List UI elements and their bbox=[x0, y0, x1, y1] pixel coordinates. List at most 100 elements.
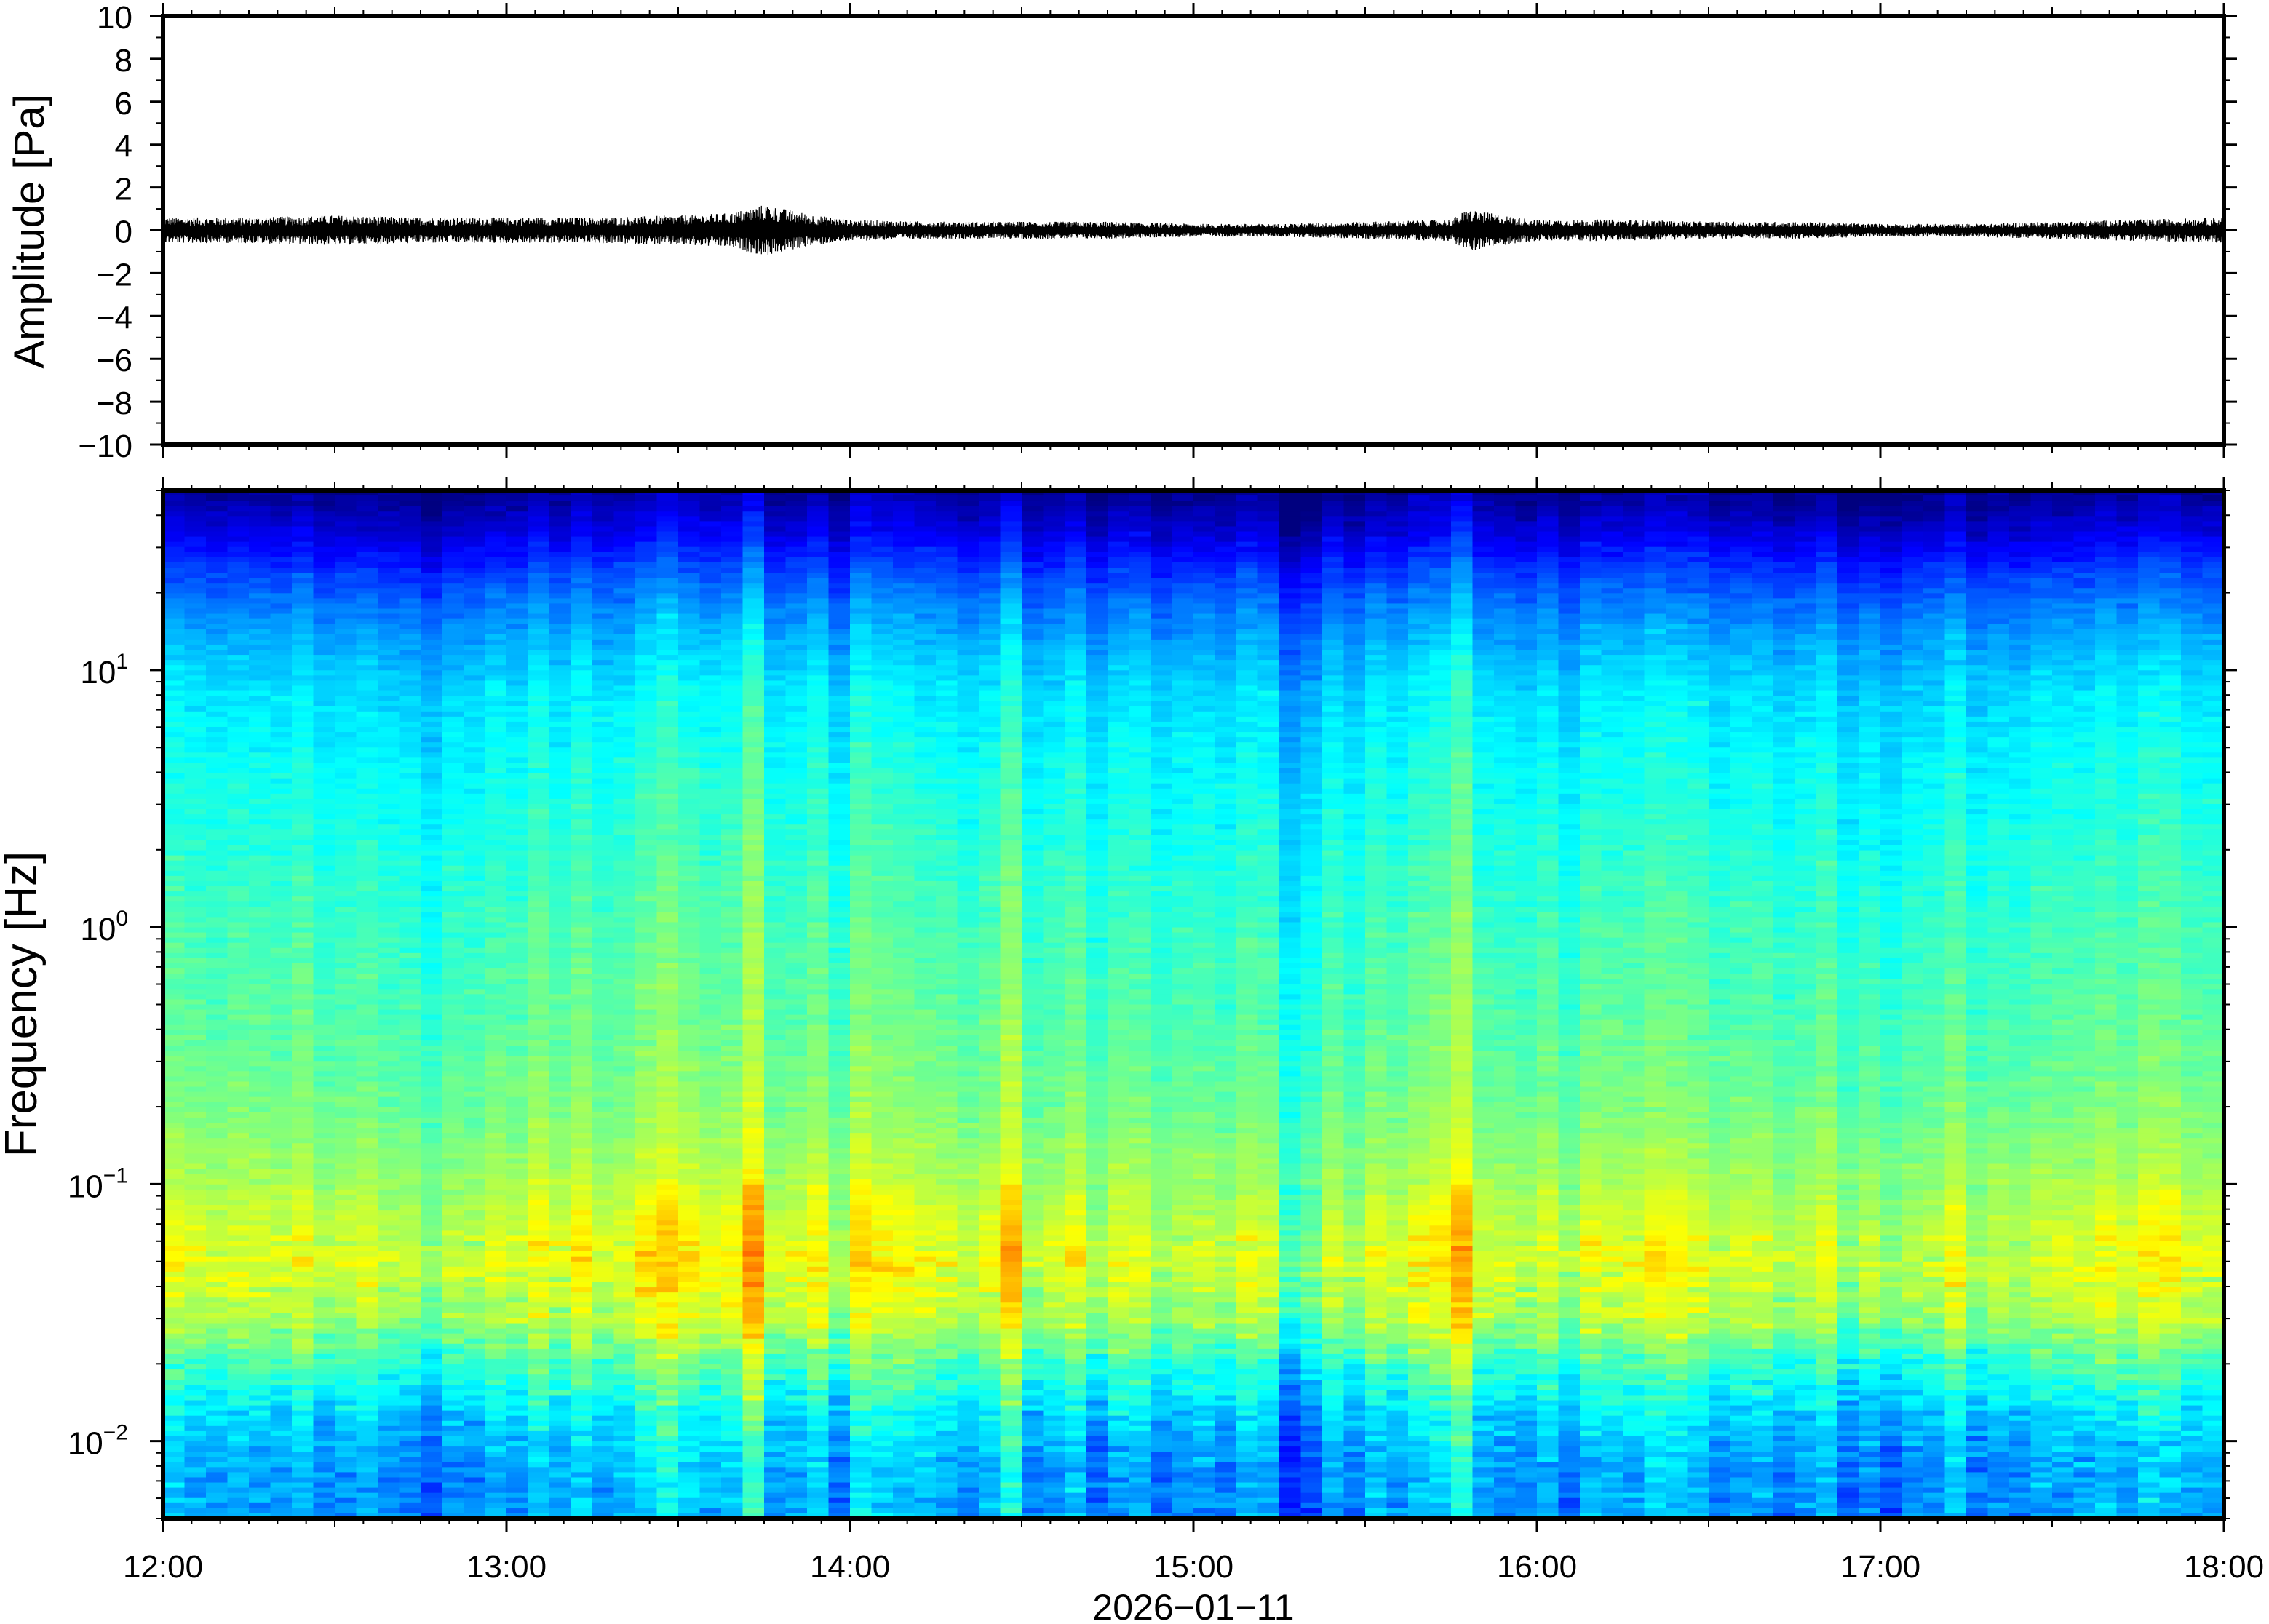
spectrogram-cell bbox=[378, 803, 400, 810]
spectrogram-cell bbox=[613, 588, 636, 594]
spectrogram-cell bbox=[378, 1338, 400, 1345]
spectrogram-cell bbox=[227, 1333, 250, 1340]
spectrogram-cell bbox=[549, 1508, 572, 1514]
spectrogram-cell bbox=[506, 880, 529, 887]
spectrogram-cell bbox=[292, 655, 314, 661]
spectrogram-cell bbox=[571, 1184, 593, 1190]
spectrogram-cell bbox=[592, 1482, 615, 1489]
spectrogram-cell bbox=[506, 1133, 529, 1139]
spectrogram-cell bbox=[613, 865, 636, 872]
spectrogram-cell bbox=[356, 1225, 378, 1231]
spectrogram-cell bbox=[163, 701, 186, 707]
spectrogram-cell bbox=[270, 1189, 293, 1195]
spectrogram-cell bbox=[399, 1358, 421, 1365]
spectrogram-cell bbox=[506, 752, 529, 758]
spectrogram-cell bbox=[506, 1318, 529, 1324]
spectrogram-cell bbox=[571, 1261, 593, 1267]
spectrogram-cell bbox=[399, 1374, 421, 1380]
spectrogram-cell bbox=[313, 1430, 335, 1437]
spectrogram-cell bbox=[292, 1241, 314, 1247]
spectrogram-cell bbox=[227, 1446, 250, 1452]
spectrogram-cell bbox=[270, 932, 293, 939]
spectrogram-cell bbox=[356, 546, 378, 553]
spectrogram-cell bbox=[335, 655, 357, 661]
spectrogram-cell bbox=[592, 1174, 615, 1180]
spectrogram-cell bbox=[313, 1071, 335, 1078]
spectrogram-cell bbox=[506, 1251, 529, 1257]
spectrogram-cell bbox=[485, 716, 507, 723]
spectrogram-cell bbox=[635, 860, 658, 867]
spectrogram-cell bbox=[249, 1467, 271, 1473]
spectrogram-cell bbox=[184, 1148, 207, 1154]
spectrogram-cell bbox=[184, 1385, 207, 1390]
spectrogram-cell bbox=[592, 1497, 615, 1504]
spectrogram-cell bbox=[635, 922, 658, 928]
spectrogram-cell bbox=[485, 557, 507, 563]
spectrogram-cell bbox=[571, 521, 593, 528]
spectrogram-cell bbox=[206, 1395, 229, 1401]
spectrogram-cell bbox=[313, 1287, 335, 1293]
spectrogram-cell bbox=[335, 1492, 357, 1499]
spectrogram-cell bbox=[421, 1256, 443, 1262]
spectrogram-cell bbox=[313, 896, 335, 902]
spectrogram-cell bbox=[485, 583, 507, 589]
spectrogram-cell bbox=[206, 1046, 229, 1051]
spectrogram-cell bbox=[292, 1261, 314, 1267]
spectrogram-cell bbox=[399, 824, 421, 830]
spectrogram-cell bbox=[356, 1410, 378, 1417]
spectrogram-cell bbox=[163, 1158, 186, 1165]
spectrogram-cell bbox=[356, 618, 378, 625]
spectrogram-cell bbox=[206, 536, 229, 543]
spectrogram-cell bbox=[270, 1256, 293, 1262]
spectrogram-cell bbox=[442, 716, 464, 723]
spectrogram-cell bbox=[613, 1287, 636, 1293]
spectrogram-cell bbox=[313, 979, 335, 984]
spectrogram-cell bbox=[571, 726, 593, 733]
spectrogram-cell bbox=[549, 655, 572, 661]
spectrogram-cell bbox=[292, 809, 314, 815]
spectrogram-cell bbox=[206, 557, 229, 563]
spectrogram-cell bbox=[464, 1061, 486, 1067]
spectrogram-cell bbox=[571, 501, 593, 506]
spectrogram-cell bbox=[227, 675, 250, 681]
spectrogram-cell bbox=[485, 783, 507, 789]
spectrogram-cell bbox=[313, 1061, 335, 1067]
spectrogram-cell bbox=[270, 521, 293, 528]
spectrogram-cell bbox=[206, 608, 229, 615]
spectrogram-cell bbox=[464, 516, 486, 522]
spectrogram-cell bbox=[163, 1395, 186, 1401]
spectrogram-cell bbox=[378, 1066, 400, 1072]
spectrogram-cell bbox=[571, 1266, 593, 1273]
spectrogram-cell bbox=[378, 1467, 400, 1473]
spectrogram-cell bbox=[635, 1081, 658, 1088]
spectrogram-cell bbox=[421, 1189, 443, 1195]
spectrogram-cell bbox=[549, 1487, 572, 1494]
spectrogram-cell bbox=[249, 603, 271, 610]
spectrogram-cell bbox=[356, 670, 378, 676]
spectrogram-cell bbox=[227, 1133, 250, 1139]
spectrogram-cell bbox=[356, 778, 378, 784]
spectrogram-cell bbox=[399, 1117, 421, 1123]
spectrogram-cell bbox=[184, 506, 207, 512]
spectrogram-cell bbox=[313, 1220, 335, 1226]
spectrogram-cell bbox=[378, 531, 400, 538]
spectrogram-cell bbox=[421, 660, 443, 666]
spectrogram-cell bbox=[571, 1220, 593, 1226]
spectrogram-cell bbox=[656, 1210, 679, 1216]
spectrogram-cell bbox=[656, 1385, 679, 1390]
spectrogram-cell bbox=[528, 701, 550, 707]
spectrogram-cell bbox=[613, 1225, 636, 1231]
spectrogram-cell bbox=[227, 737, 250, 743]
spectrogram-cell bbox=[249, 1287, 271, 1293]
spectrogram-cell bbox=[249, 1251, 271, 1257]
spectrogram-cell bbox=[656, 546, 679, 553]
spectrogram-cell bbox=[571, 824, 593, 830]
spectrogram-cell bbox=[464, 588, 486, 594]
spectrogram-cell bbox=[184, 650, 207, 656]
spectrogram-cell bbox=[378, 562, 400, 568]
spectrogram-cell bbox=[464, 979, 486, 984]
spectrogram-cell bbox=[206, 1215, 229, 1221]
spectrogram-cell bbox=[249, 1307, 271, 1314]
spectrogram-cell bbox=[356, 1030, 378, 1036]
spectrogram-cell bbox=[163, 1046, 186, 1051]
